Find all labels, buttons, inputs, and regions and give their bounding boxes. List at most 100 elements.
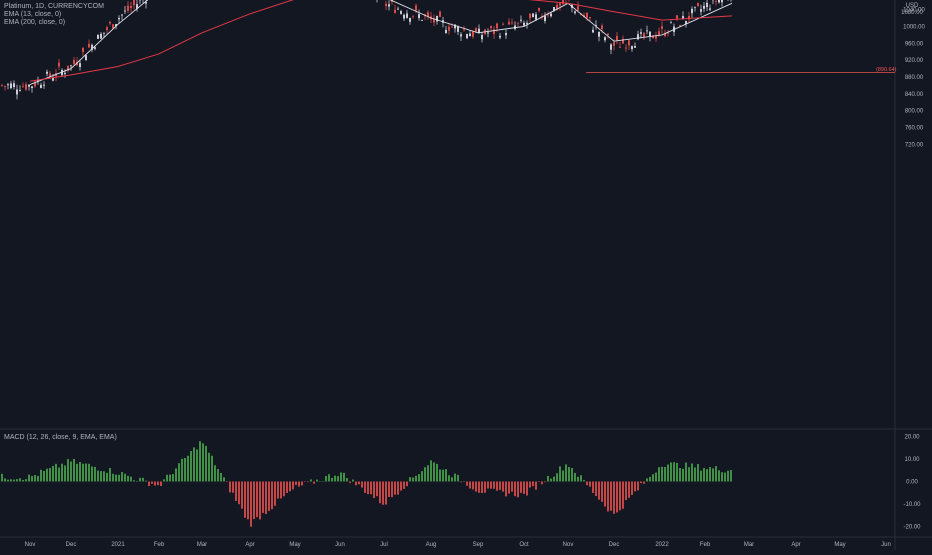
legend-macd[interactable]: MACD (12, 26, close, 9, EMA, EMA) <box>4 434 117 441</box>
time-axis-tick: May <box>834 542 845 548</box>
candle-body <box>418 14 420 18</box>
macd-bar <box>178 463 180 481</box>
macd-bar <box>232 482 234 493</box>
candle-body <box>649 32 651 37</box>
macd-bar <box>73 459 75 482</box>
macd-bar <box>418 474 420 481</box>
macd-bar <box>181 459 183 482</box>
candle-body <box>94 47 96 49</box>
macd-bar <box>445 469 447 481</box>
time-axis-tick: Dec <box>66 542 77 548</box>
candle-body <box>538 8 540 11</box>
macd-bar <box>118 475 120 482</box>
candle-body <box>466 34 468 38</box>
legend-title[interactable]: Platinum, 1D, CURRENCYCOM <box>4 3 104 10</box>
macd-bar <box>532 482 534 487</box>
macd-bar <box>370 482 372 495</box>
macd-bar <box>535 482 537 490</box>
candle-body <box>703 6 705 9</box>
macd-bar <box>616 482 618 513</box>
macd-bar <box>124 474 126 482</box>
macd-bar <box>628 482 630 498</box>
macd-bar <box>382 482 384 505</box>
candle-body <box>601 26 603 30</box>
macd-bar <box>193 447 195 481</box>
candle-body <box>661 26 663 29</box>
candle-body <box>487 32 489 33</box>
macd-bar <box>325 476 327 481</box>
macd-bar <box>28 475 30 482</box>
macd-bar <box>358 482 360 485</box>
candle-body <box>619 47 621 48</box>
macd-bar <box>16 479 18 481</box>
macd-bar <box>304 482 306 483</box>
time-axis-tick: Mar <box>744 542 754 548</box>
candle-body <box>457 26 459 31</box>
candle-body <box>532 14 534 18</box>
candle-body <box>439 12 441 17</box>
macd-bar <box>433 462 435 481</box>
macd-bar <box>394 482 396 495</box>
candle-body <box>64 73 66 74</box>
macd-bar <box>559 466 561 481</box>
macd-bar <box>673 462 675 481</box>
macd-bar <box>379 482 381 504</box>
candle-body <box>586 13 588 18</box>
candle-body <box>520 20 522 21</box>
price-axis-tick: 720.00 <box>905 142 924 148</box>
macd-bar <box>226 482 228 483</box>
macd-bar <box>208 453 210 482</box>
macd-bar <box>139 478 141 482</box>
candle-body <box>508 22 510 25</box>
price-axis-tick: 880.00 <box>905 75 924 81</box>
macd-axis-tick: 20.00 <box>904 435 920 441</box>
macd-bar <box>520 482 522 493</box>
candle-body <box>124 11 126 12</box>
macd-axis-tick: -10.00 <box>903 502 921 508</box>
macd-bar <box>160 482 162 486</box>
macd-bar <box>106 473 108 482</box>
macd-bar <box>514 482 516 497</box>
candle-body <box>85 55 87 60</box>
macd-bar <box>241 482 243 509</box>
macd-bar <box>229 482 231 493</box>
candle-body <box>28 85 30 87</box>
macd-bar <box>154 482 156 486</box>
macd-bar <box>31 476 33 481</box>
macd-bar <box>601 482 603 502</box>
macd-bar <box>310 479 312 481</box>
macd-bar <box>19 478 21 481</box>
legend-ema13[interactable]: EMA (13, close, 0) <box>4 11 61 18</box>
candle-body <box>58 63 60 67</box>
macd-bar <box>694 467 696 481</box>
candle-body <box>544 16 546 21</box>
candle-body <box>394 10 396 13</box>
macd-bar <box>547 476 549 482</box>
macd-bar <box>364 482 366 493</box>
macd-bar <box>517 482 519 498</box>
macd-bar <box>253 482 255 520</box>
macd-bar <box>568 467 570 482</box>
macd-bar <box>352 480 354 482</box>
macd-bar <box>151 482 153 484</box>
macd-bar <box>580 475 582 481</box>
time-axis-tick: Nov <box>563 542 574 548</box>
candle-body <box>415 5 417 10</box>
macd-bar <box>55 464 57 482</box>
macd-bar <box>607 482 609 512</box>
legend-ema200[interactable]: EMA (200, close, 0) <box>4 19 65 26</box>
price-axis-tick: 920.00 <box>905 58 924 64</box>
macd-bar <box>157 482 159 486</box>
candle-body <box>70 65 72 66</box>
macd-bar <box>727 471 729 482</box>
candle-body <box>88 44 90 48</box>
macd-bar <box>115 475 117 482</box>
time-axis-tick: May <box>289 542 300 548</box>
candle-body <box>451 27 453 28</box>
macd-bar <box>487 482 489 489</box>
macd-bar <box>544 482 546 483</box>
candle-body <box>625 48 627 49</box>
macd-bar <box>334 476 336 482</box>
